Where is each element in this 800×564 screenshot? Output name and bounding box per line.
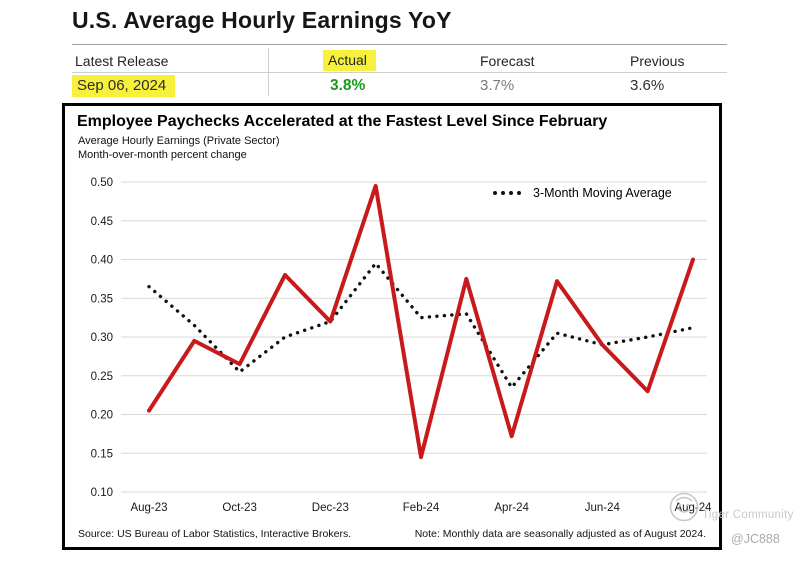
svg-text:Jun-24: Jun-24 xyxy=(585,502,621,514)
latest-release-value: Sep 06, 2024 xyxy=(72,75,176,97)
svg-text:Feb-24: Feb-24 xyxy=(403,502,440,514)
release-summary-table: Latest Release Actual Forecast Previous … xyxy=(72,45,727,98)
latest-release-header: Latest Release xyxy=(75,53,169,69)
chart-footer: Source: US Bureau of Labor Statistics, I… xyxy=(78,528,706,540)
svg-text:Dec-23: Dec-23 xyxy=(312,502,349,514)
column-divider xyxy=(268,48,269,96)
chart-legend: 3-Month Moving Average xyxy=(493,186,672,200)
legend-label: 3-Month Moving Average xyxy=(533,186,672,200)
page-title: U.S. Average Hourly Earnings YoY xyxy=(72,7,452,33)
svg-text:Aug-24: Aug-24 xyxy=(674,502,711,514)
svg-text:0.30: 0.30 xyxy=(91,332,113,344)
svg-text:0.45: 0.45 xyxy=(91,216,113,228)
chart-title: Employee Paychecks Accelerated at the Fa… xyxy=(77,113,608,130)
earnings-line-chart: 0.50 0.45 0.40 0.35 0.30 0.25 0.20 0.15 0.10 Aug-… xyxy=(91,177,711,514)
dotted-line-legend-icon xyxy=(493,191,525,195)
svg-text:0.10: 0.10 xyxy=(91,487,113,499)
svg-text:0.20: 0.20 xyxy=(91,410,113,422)
svg-text:Apr-24: Apr-24 xyxy=(494,502,529,514)
svg-text:Oct-23: Oct-23 xyxy=(222,502,257,514)
actual-header: Actual xyxy=(323,50,376,71)
svg-text:0.35: 0.35 xyxy=(91,293,113,305)
title-divider xyxy=(72,44,727,45)
actual-value: 3.8% xyxy=(330,77,366,94)
forecast-header: Forecast xyxy=(480,53,535,69)
source-note: Source: US Bureau of Labor Statistics, I… xyxy=(78,528,352,540)
chart-subtitle-1: Average Hourly Earnings (Private Sector) xyxy=(78,135,280,147)
forecast-value: 3.7% xyxy=(480,77,515,94)
svg-text:0.25: 0.25 xyxy=(91,371,113,383)
svg-text:0.40: 0.40 xyxy=(91,255,113,267)
svg-text:Aug-23: Aug-23 xyxy=(130,502,167,514)
previous-header: Previous xyxy=(630,53,685,69)
watermark-handle: @JC888 xyxy=(731,532,780,546)
tiger-logo-icon xyxy=(669,492,699,522)
watermark-brand: Tiger Community xyxy=(702,509,794,521)
chart-panel: Employee Paychecks Accelerated at the Fa… xyxy=(62,103,722,550)
header-underline xyxy=(72,72,727,73)
svg-text:0.50: 0.50 xyxy=(91,177,113,189)
svg-text:0.15: 0.15 xyxy=(91,448,113,460)
previous-value: 3.6% xyxy=(630,77,665,94)
chart-subtitle-2: Month-over-month percent change xyxy=(78,149,247,161)
seasonal-adjustment-note: Note: Monthly data are seasonally adjust… xyxy=(414,528,706,540)
